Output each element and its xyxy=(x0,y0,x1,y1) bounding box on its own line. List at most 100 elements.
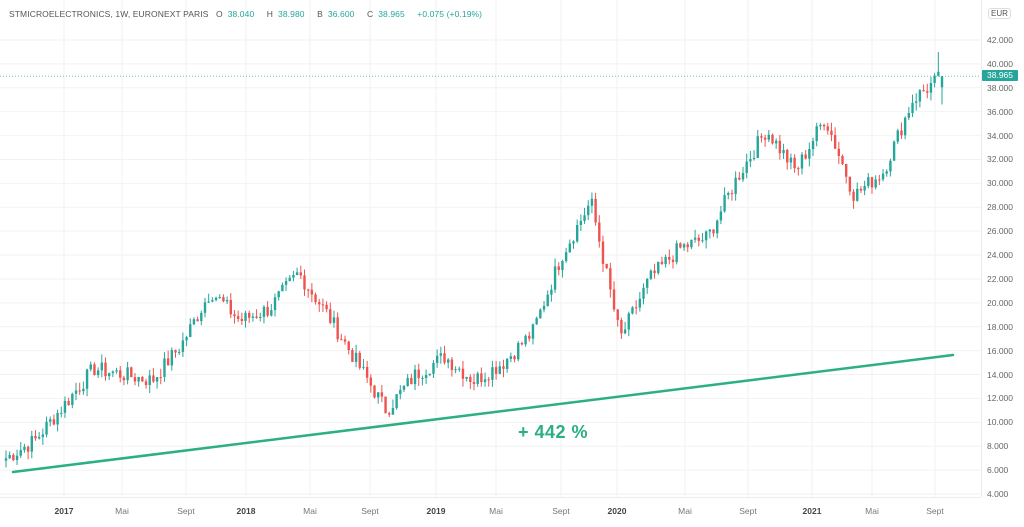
candle-up xyxy=(413,369,417,385)
candle-up xyxy=(82,388,85,392)
candle-up xyxy=(49,419,52,422)
candle-down xyxy=(609,268,612,290)
candle-up xyxy=(564,252,568,262)
candle-up xyxy=(107,373,111,377)
candle-down xyxy=(347,341,350,351)
candle-up xyxy=(915,101,918,103)
candle-up xyxy=(693,237,697,240)
time-tick-label: Sept xyxy=(739,506,757,516)
candle-up xyxy=(708,229,712,232)
candle-up xyxy=(30,436,33,452)
candle-down xyxy=(314,294,317,303)
candle-up xyxy=(491,367,494,380)
ohlc-low: B 36.600 xyxy=(317,9,355,19)
candle-down xyxy=(306,289,310,291)
candle-down xyxy=(380,392,384,397)
candle-up xyxy=(435,355,439,363)
candle-down xyxy=(900,130,903,136)
candle-down xyxy=(384,396,387,414)
price-axis[interactable] xyxy=(981,0,1024,497)
candle-down xyxy=(487,379,490,381)
candle-up xyxy=(395,394,398,408)
candle-up xyxy=(100,362,104,371)
candle-down xyxy=(778,140,782,154)
candle-down xyxy=(67,400,70,406)
candle-up xyxy=(664,256,667,264)
candle-up xyxy=(727,193,730,196)
candle-down xyxy=(926,91,929,93)
candle-up xyxy=(892,141,896,161)
candle-up xyxy=(85,369,89,389)
candle-up xyxy=(881,173,885,180)
price-change: +0.075 (+0.19%) xyxy=(417,9,483,19)
candle-up xyxy=(148,375,151,386)
candle-up xyxy=(37,436,41,439)
candle-up xyxy=(937,71,940,76)
candle-up xyxy=(181,340,185,352)
candle-up xyxy=(808,149,811,159)
candle-down xyxy=(410,377,413,385)
candle-down xyxy=(130,367,133,378)
candle-up xyxy=(638,298,642,308)
candle-down xyxy=(793,157,796,169)
candle-down xyxy=(513,356,516,360)
candle-up xyxy=(940,76,944,88)
candle-up xyxy=(918,90,922,102)
candle-up xyxy=(767,134,771,140)
candle-down xyxy=(340,339,343,341)
candle-up xyxy=(332,317,336,323)
candle-up xyxy=(402,385,406,390)
candle-down xyxy=(318,302,321,305)
candle-down xyxy=(12,454,15,461)
candle-down xyxy=(351,350,354,362)
candle-up xyxy=(535,318,538,325)
candle-down xyxy=(786,149,789,163)
candle-up xyxy=(505,358,509,369)
candle-up xyxy=(745,161,748,174)
candle-down xyxy=(461,368,465,379)
candle-down xyxy=(240,318,244,322)
candle-down xyxy=(443,353,446,363)
candle-up xyxy=(270,310,273,316)
candle-up xyxy=(200,312,203,322)
candle-up xyxy=(218,297,221,299)
candle-up xyxy=(811,141,815,150)
candle-down xyxy=(620,319,623,334)
candle-down xyxy=(922,90,925,92)
candle-down xyxy=(822,124,826,127)
price-tick-label: 38.000 xyxy=(987,82,1013,93)
candle-up xyxy=(15,455,19,461)
currency-badge[interactable]: EUR xyxy=(988,8,1011,19)
candle-down xyxy=(450,359,454,370)
candle-down xyxy=(634,307,638,309)
price-tick-label: 34.000 xyxy=(987,130,1013,141)
candle-up xyxy=(583,215,586,221)
candle-up xyxy=(421,378,424,380)
candle-up xyxy=(550,289,553,295)
candle-up xyxy=(719,211,723,221)
candle-up xyxy=(251,316,255,318)
candle-up xyxy=(259,316,262,318)
candle-down xyxy=(841,155,844,164)
candle-up xyxy=(524,335,527,345)
candle-down xyxy=(236,316,240,319)
candle-down xyxy=(686,244,689,248)
time-axis[interactable] xyxy=(0,497,981,527)
candle-down xyxy=(104,362,107,377)
candle-up xyxy=(856,188,859,201)
candle-down xyxy=(830,130,833,136)
candle-up xyxy=(645,278,649,288)
candle-up xyxy=(675,243,678,263)
candle-down xyxy=(248,312,251,318)
candle-up xyxy=(74,390,78,394)
price-tick-label: 18.000 xyxy=(987,321,1013,332)
candle-up xyxy=(561,261,564,270)
candle-up xyxy=(432,362,435,374)
candle-up xyxy=(189,324,192,337)
candle-up xyxy=(115,370,118,372)
candle-down xyxy=(605,263,608,269)
candle-up xyxy=(741,173,745,180)
candle-up xyxy=(60,412,63,414)
symbol-legend: STMICROELECTRONICS, 1W, EURONEXT PARIS O… xyxy=(9,9,487,19)
